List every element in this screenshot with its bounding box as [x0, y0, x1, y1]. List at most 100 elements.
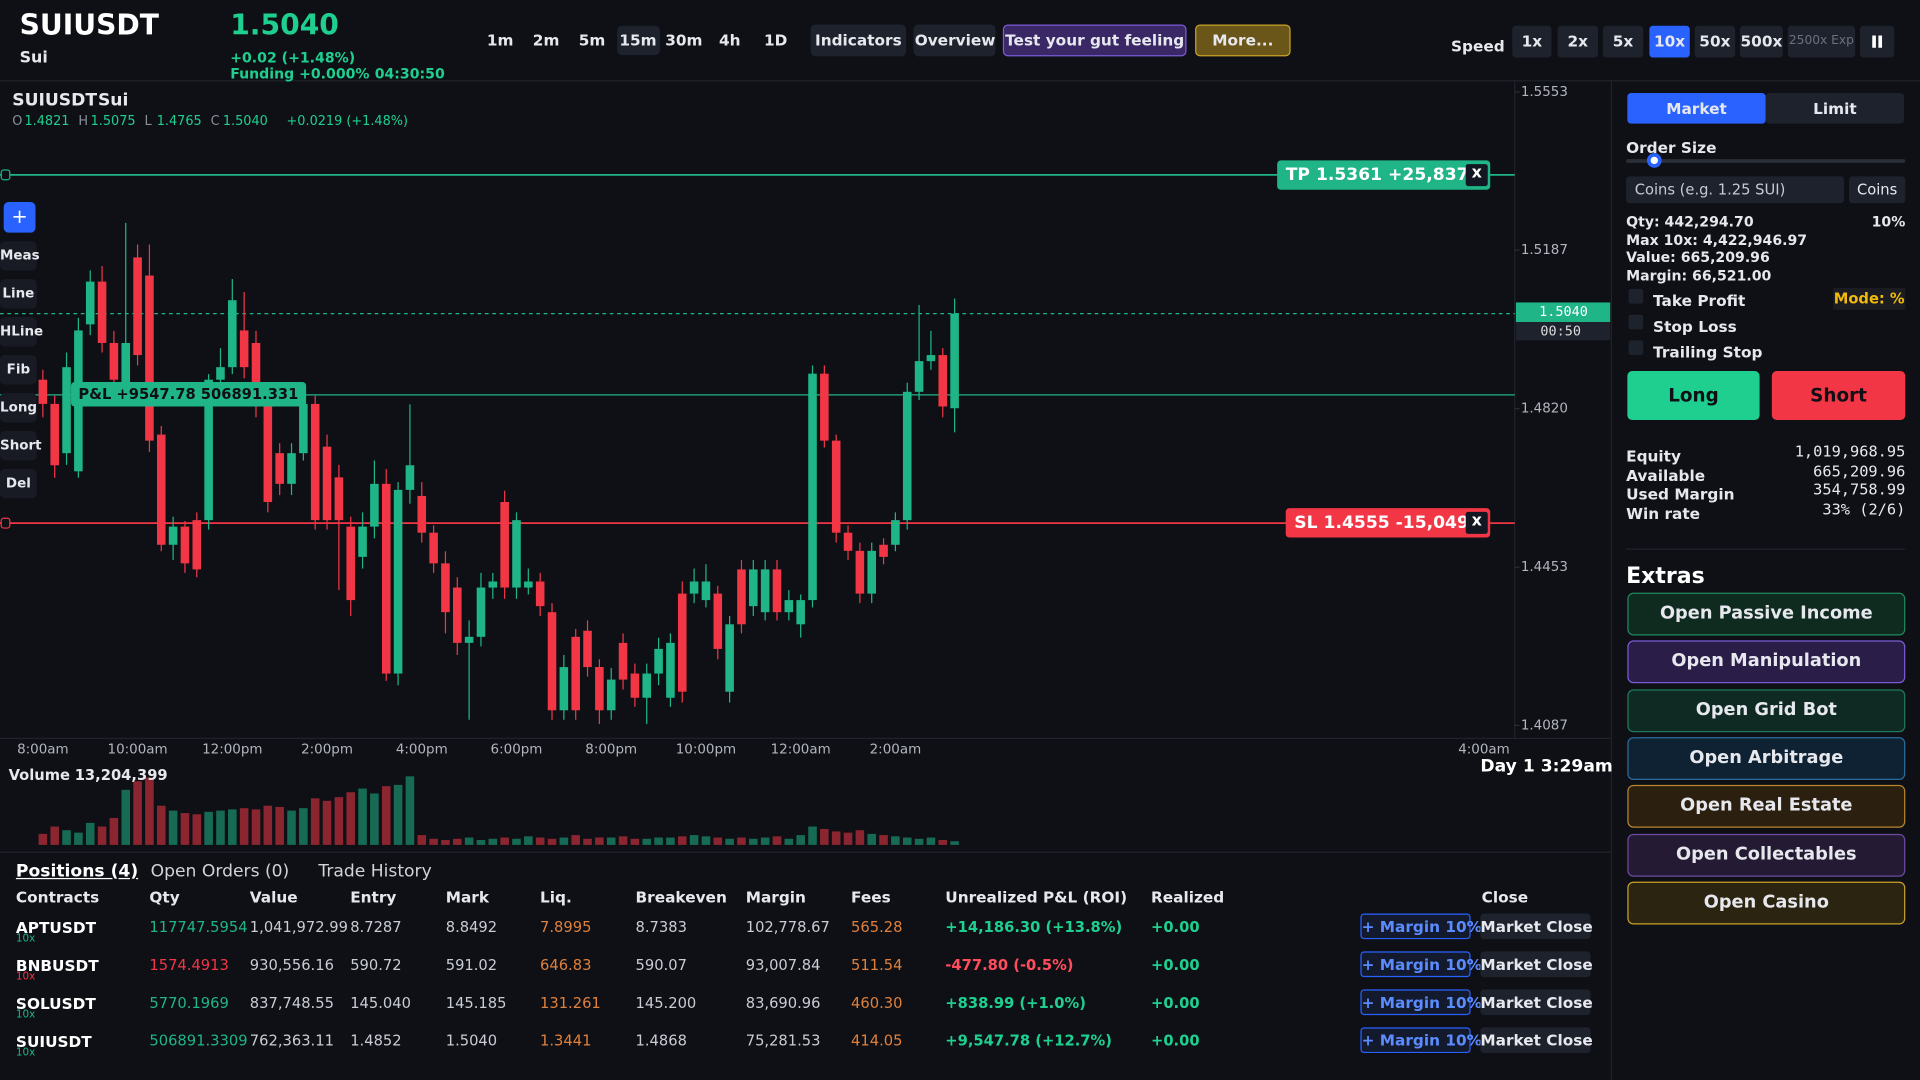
order-type-tab[interactable]: Limit	[1765, 93, 1905, 124]
candle-body	[204, 379, 213, 521]
volume-bar	[488, 838, 498, 845]
remove-line-button[interactable]: x	[1465, 512, 1488, 535]
volume-bar	[879, 835, 888, 845]
positions-tab[interactable]: Trade History	[318, 862, 432, 882]
cell-contract: SUIUSDT	[15, 1032, 92, 1051]
extras-button[interactable]: Open Passive Income	[1627, 592, 1906, 636]
toolbar-button[interactable]: Overview	[913, 24, 996, 57]
cell-realized: +0.00	[1151, 956, 1200, 974]
slider-track[interactable]	[1626, 159, 1906, 163]
volume-bar	[429, 838, 438, 845]
speed-button[interactable]: 50x	[1694, 25, 1736, 58]
x-tick-label: 12:00pm	[202, 742, 262, 757]
candle-body	[97, 281, 107, 343]
timeframe-button[interactable]: 1D	[764, 30, 788, 49]
timeframe-button[interactable]: 2m	[532, 30, 560, 49]
cell-margin: 75,281.53	[745, 1032, 821, 1050]
add-margin-button[interactable]: + Margin 10%	[1360, 1027, 1482, 1054]
drawing-tool[interactable]: Short	[0, 431, 42, 461]
timeframe-button[interactable]: 15m	[616, 25, 660, 56]
timeframe-button[interactable]: 5m	[578, 30, 606, 49]
drawing-tool[interactable]: Long	[0, 393, 37, 423]
market-close-button[interactable]: Market Close	[1480, 1027, 1593, 1054]
candle-body	[464, 636, 474, 643]
speed-button[interactable]: 2500x Exp	[1787, 25, 1856, 58]
volume-bar	[62, 830, 71, 845]
candle-body	[476, 587, 486, 637]
tp-mode[interactable]: Mode: %	[1833, 287, 1906, 310]
volume-bar	[630, 838, 640, 845]
volume-bar	[85, 822, 95, 845]
candle-body	[713, 593, 723, 649]
positions-tab[interactable]: Positions (4)	[15, 862, 139, 882]
candle-body	[796, 600, 805, 625]
drawing-tool[interactable]: Del	[0, 468, 37, 499]
funding: Funding +0.000%	[230, 64, 370, 83]
candle-body	[760, 569, 770, 613]
candle-body	[831, 440, 841, 533]
volume-bar	[725, 838, 734, 845]
column-header: Margin	[745, 887, 806, 907]
extras-button[interactable]: Open Manipulation	[1627, 640, 1906, 684]
stat-value: 1,019,968.95	[1794, 442, 1906, 461]
candle-body	[393, 489, 403, 674]
market-close-button[interactable]: Market Close	[1480, 913, 1593, 940]
drawing-tool[interactable]: Meas	[0, 241, 40, 271]
positions-tab[interactable]: Open Orders (0)	[150, 862, 290, 882]
order-info: Value: 665,209.96	[1626, 249, 1770, 267]
add-margin-button[interactable]: + Margin 10%	[1360, 989, 1482, 1016]
volume-bar	[476, 840, 486, 845]
toolbar-button[interactable]: Indicators	[810, 24, 907, 57]
column-header: Realized	[1151, 887, 1225, 907]
market-close-button[interactable]: Market Close	[1480, 989, 1593, 1016]
order-type-tab[interactable]: Market	[1627, 93, 1766, 124]
add-margin-button[interactable]: + Margin 10%	[1360, 913, 1482, 940]
volume-bar	[334, 797, 344, 845]
candle-body	[358, 526, 367, 557]
drawing-tool[interactable]: Line	[0, 279, 37, 309]
checkbox[interactable]	[1628, 340, 1644, 356]
checkbox[interactable]	[1628, 314, 1644, 330]
remove-line-button[interactable]: x	[1465, 163, 1488, 186]
volume-bar	[299, 808, 308, 845]
long-button[interactable]: Long	[1627, 371, 1760, 420]
speed-button[interactable]: 10x	[1649, 25, 1690, 58]
extras-button[interactable]: Open Arbitrage	[1627, 737, 1906, 780]
drawing-tool[interactable]: HLine	[0, 317, 43, 347]
timeframe-button[interactable]: 1m	[486, 30, 514, 49]
drawing-tool[interactable]: +	[3, 202, 36, 233]
size-input[interactable]: Coins (e.g. 1.25 SUI)	[1626, 176, 1845, 204]
drawing-tool[interactable]: Fib	[0, 355, 37, 385]
toolbar-button[interactable]: Test your gut feeling	[1002, 24, 1187, 57]
toolbar-button[interactable]: More...	[1195, 24, 1291, 57]
timeframe-button[interactable]: 30m	[665, 30, 703, 49]
pause-button[interactable]	[1860, 25, 1895, 58]
candle-body	[121, 342, 131, 386]
volume-bar	[677, 836, 687, 845]
volume-bar	[97, 826, 107, 845]
candle-body	[701, 581, 711, 601]
speed-button[interactable]: 1x	[1512, 25, 1552, 58]
candle-body	[228, 300, 237, 368]
add-margin-button[interactable]: + Margin 10%	[1360, 951, 1482, 978]
speed-button[interactable]: 500x	[1740, 25, 1783, 58]
extras-button[interactable]: Open Collectables	[1627, 833, 1906, 877]
x-tick-label: 10:00am	[108, 742, 168, 757]
extras-button[interactable]: Open Real Estate	[1627, 785, 1906, 828]
slider-knob[interactable]	[1646, 153, 1662, 168]
timeframe-button[interactable]: 4h	[719, 30, 741, 49]
sim-clock: Day 1 3:29am	[1480, 756, 1613, 777]
extras-button[interactable]: Open Grid Bot	[1627, 688, 1906, 732]
cell-qty: 1574.4913	[149, 956, 229, 974]
ohlc-key: H	[78, 113, 89, 129]
speed-button[interactable]: 2x	[1557, 25, 1598, 58]
market-close-button[interactable]: Market Close	[1480, 951, 1593, 978]
unit-select[interactable]: Coins	[1848, 176, 1906, 204]
x-tick-label: 2:00am	[870, 742, 922, 757]
short-button[interactable]: Short	[1771, 371, 1906, 420]
checkbox[interactable]	[1628, 288, 1644, 304]
speed-button[interactable]: 5x	[1602, 25, 1644, 58]
extras-button[interactable]: Open Casino	[1627, 881, 1906, 925]
candle-body	[891, 520, 900, 545]
